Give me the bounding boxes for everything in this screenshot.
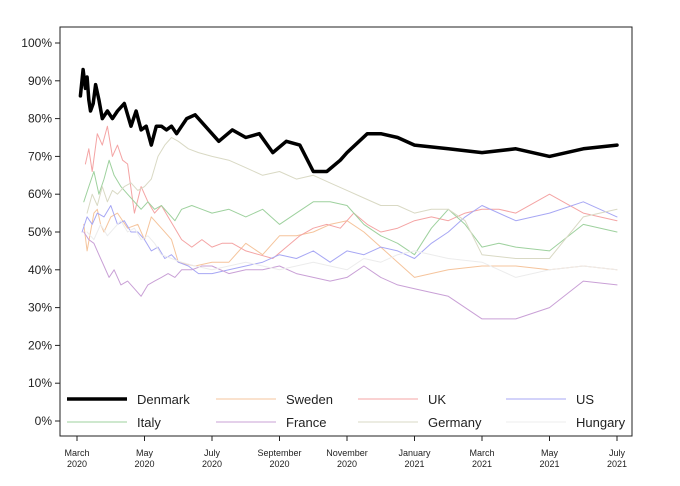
legend-label-germany: Germany bbox=[428, 415, 482, 430]
series-line-uk bbox=[84, 125, 618, 259]
series-layer bbox=[78, 67, 619, 320]
series-line-hungary bbox=[86, 220, 618, 278]
x-tick-label-month: November bbox=[326, 448, 368, 458]
x-tick-label-year: 2021 bbox=[607, 459, 627, 469]
series-line-france bbox=[83, 231, 618, 320]
series-line-germany bbox=[86, 137, 618, 259]
x-tick-label-year: 2021 bbox=[472, 459, 492, 469]
x-tick-label-month: March bbox=[469, 448, 494, 458]
legend-label-hungary: Hungary bbox=[576, 415, 626, 430]
legend-label-france: France bbox=[286, 415, 326, 430]
series-line-sweden bbox=[83, 208, 618, 278]
legend-label-uk: UK bbox=[428, 392, 446, 407]
y-tick-label: 100% bbox=[21, 36, 52, 50]
x-tick-label-year: 2020 bbox=[337, 459, 357, 469]
y-tick-label: 0% bbox=[35, 414, 53, 428]
y-tick-label: 80% bbox=[28, 112, 52, 126]
y-tick-label: 70% bbox=[28, 149, 52, 163]
x-tick-label-month: September bbox=[257, 448, 301, 458]
x-tick-label-year: 2020 bbox=[67, 459, 87, 469]
x-tick-label-month: May bbox=[541, 448, 559, 458]
x-tick-label-month: March bbox=[64, 448, 89, 458]
x-tick-label-year: 2020 bbox=[269, 459, 289, 469]
x-tick-label-month: July bbox=[204, 448, 221, 458]
legend: Denmark Sweden UK US Italy France Germany Hunga… bbox=[67, 392, 626, 430]
y-tick-label: 10% bbox=[28, 376, 52, 390]
x-tick-label-year: 2021 bbox=[539, 459, 559, 469]
x-tick-label-year: 2021 bbox=[404, 459, 424, 469]
x-tick-label-month: January bbox=[398, 448, 431, 458]
y-tick-label: 60% bbox=[28, 187, 52, 201]
y-tick-label: 30% bbox=[28, 301, 52, 315]
x-tick-label-month: May bbox=[136, 448, 154, 458]
y-tick-label: 90% bbox=[28, 74, 52, 88]
legend-label-italy: Italy bbox=[137, 415, 161, 430]
series-line-us bbox=[81, 201, 618, 275]
x-tick-label-year: 2020 bbox=[134, 459, 154, 469]
y-tick-label: 50% bbox=[28, 225, 52, 239]
plot-frame bbox=[59, 26, 633, 437]
x-axis: March2020May2020July2020September2020Nov… bbox=[64, 436, 627, 469]
series-line-denmark bbox=[78, 67, 619, 174]
x-tick-label-year: 2020 bbox=[202, 459, 222, 469]
legend-label-sweden: Sweden bbox=[286, 392, 333, 407]
y-tick-label: 40% bbox=[28, 263, 52, 277]
y-axis: 0% 10% 20% 30% 40% 50% 60% 70% 80% 90% 100% bbox=[21, 36, 60, 428]
series-line-italy bbox=[83, 159, 618, 256]
legend-label-denmark: Denmark bbox=[137, 392, 190, 407]
x-tick-label-month: July bbox=[609, 448, 626, 458]
y-tick-label: 20% bbox=[28, 338, 52, 352]
legend-label-us: US bbox=[576, 392, 594, 407]
